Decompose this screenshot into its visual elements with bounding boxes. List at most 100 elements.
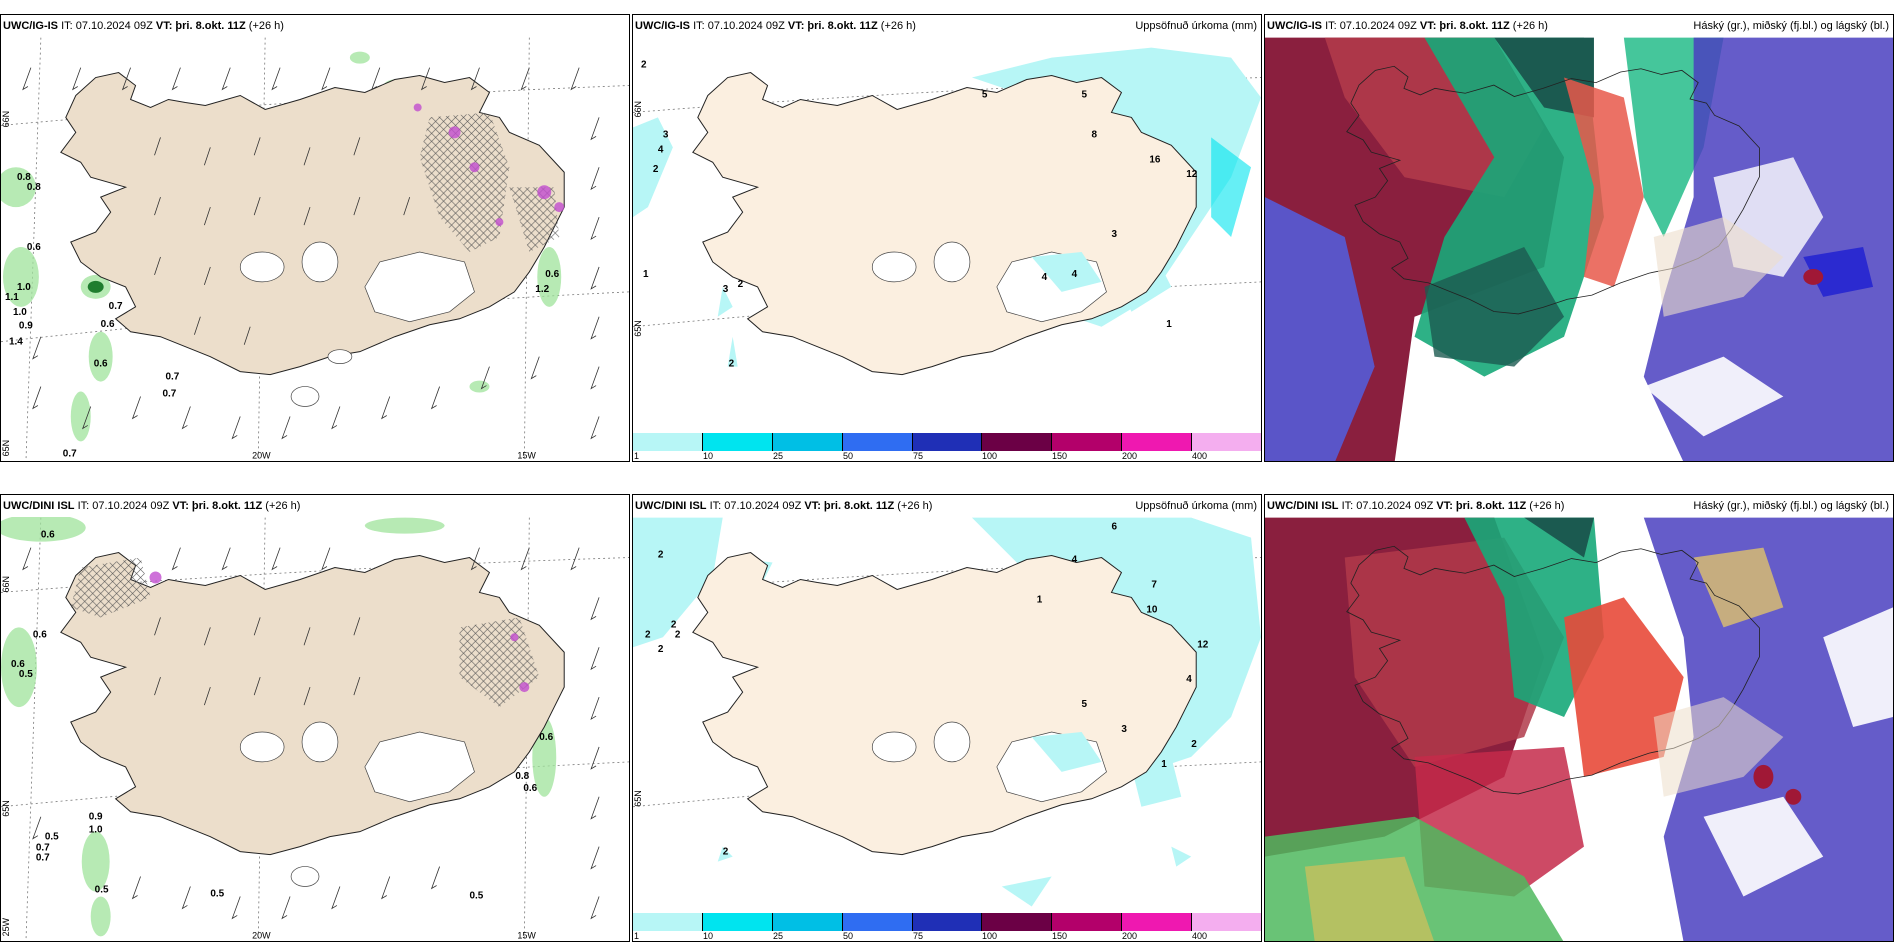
wind-value: 0.9 xyxy=(89,812,103,823)
wind-map[interactable]: 66N 65N 25W 20W 15W xyxy=(1,517,629,941)
precip-value: 2 xyxy=(641,60,647,71)
wind-value: 0.6 xyxy=(101,319,115,330)
precip-colorbar xyxy=(633,913,1261,931)
precip-value: 1 xyxy=(1161,759,1167,770)
precip-value: 12 xyxy=(1197,639,1209,650)
wind-value: 0.5 xyxy=(210,888,224,899)
panel-title: Uppsöfnuð úrkoma (mm) xyxy=(1135,20,1257,32)
colorbar-labels: 1 10 25 50 75 100 150 200 400 xyxy=(634,931,1208,941)
lat-label: 65N xyxy=(633,790,643,806)
precip-map-panel-dini: UWC/DINI ISL IT: 07.10.2024 09Z VT: þri.… xyxy=(632,494,1262,942)
precip-value: 7 xyxy=(1151,579,1157,590)
panel-header: UWC/IG-IS IT: 07.10.2024 09Z VT: þri. 8.… xyxy=(633,15,1261,37)
colorbar-swatch xyxy=(1122,433,1193,451)
wind-value: 1.1 xyxy=(5,292,19,303)
wind-value: 1.4 xyxy=(9,337,23,348)
precip-value: 2 xyxy=(653,164,659,175)
wind-map-svg: 66N 65N 25W 20W 15W xyxy=(1,517,629,941)
wind-value: 1.0 xyxy=(13,307,27,318)
precip-value: 2 xyxy=(723,847,729,858)
precip-value: 4 xyxy=(658,144,664,155)
precip-value: 2 xyxy=(1191,739,1197,750)
colorbar-swatch xyxy=(842,913,913,931)
precip-value: 3 xyxy=(663,129,669,140)
wind-value: 0.7 xyxy=(36,843,50,854)
wind-value: 0.6 xyxy=(11,659,25,670)
colorbar-swatch xyxy=(1052,913,1123,931)
cloud-map[interactable] xyxy=(1265,37,1893,461)
wind-value: 0.6 xyxy=(41,530,55,541)
wind-value: 0.6 xyxy=(545,269,559,280)
lat-label: 65N xyxy=(1,440,11,456)
precip-value: 4 xyxy=(1072,269,1078,280)
wind-value: 0.7 xyxy=(165,372,179,383)
wind-value: 0.8 xyxy=(27,182,41,193)
panel-header: UWC/IG-IS IT: 07.10.2024 09Z VT: þri. 8.… xyxy=(1265,15,1893,37)
colorbar-swatch xyxy=(1052,433,1123,451)
precip-value: 1 xyxy=(643,269,649,280)
panel-title: Háský (gr.), miðský (fj.bl.) og lágský (… xyxy=(1693,20,1889,32)
precip-value: 2 xyxy=(738,279,744,290)
colorbar-swatch xyxy=(702,433,773,451)
wind-value: 1.2 xyxy=(535,284,549,295)
colorbar-swatch xyxy=(1192,913,1261,931)
panel-header: UWC/DINI ISL IT: 07.10.2024 09Z VT: þri.… xyxy=(1265,495,1893,517)
colorbar-swatch xyxy=(702,913,773,931)
lat-label: 66N xyxy=(1,111,11,127)
wind-value: 0.6 xyxy=(27,242,41,253)
cloud-map[interactable] xyxy=(1265,517,1893,941)
colorbar-swatch xyxy=(633,913,703,931)
wind-value: 0.6 xyxy=(523,783,537,794)
precip-map[interactable]: 66N 65N 2 2 2 2 xyxy=(633,517,1261,941)
lon-label: 20W xyxy=(252,450,271,460)
precip-value: 4 xyxy=(1042,272,1048,283)
precip-value: 4 xyxy=(1072,555,1078,566)
panel-header: UWC/DINI ISL IT: 07.10.2024 09Z VT: þri.… xyxy=(1,495,629,517)
precip-value: 4 xyxy=(1186,674,1192,685)
wind-value: 0.9 xyxy=(19,321,33,332)
lat-label: 66N xyxy=(1,576,11,592)
precip-value: 2 xyxy=(645,629,651,640)
colorbar-swatch xyxy=(633,433,703,451)
colorbar-swatch xyxy=(982,433,1053,451)
precip-map-svg: 66N 65N 2 2 2 2 xyxy=(633,517,1261,907)
colorbar-swatch xyxy=(1122,913,1193,931)
precip-value: 3 xyxy=(1121,724,1127,735)
precip-value: 5 xyxy=(1082,699,1088,710)
wind-value: 0.6 xyxy=(94,359,108,370)
precip-value: 3 xyxy=(1111,229,1117,240)
precip-map[interactable]: 66N 65N 2 3 4 2 xyxy=(633,37,1261,461)
colorbar-swatch xyxy=(912,913,983,931)
precip-value: 6 xyxy=(1111,522,1117,533)
wind-map[interactable]: 66N 65N 20W 15W xyxy=(1,37,629,461)
precip-value: 2 xyxy=(675,629,681,640)
lon-label: 15W xyxy=(517,930,536,940)
wind-value: 1.0 xyxy=(17,282,31,293)
precip-value: 3 xyxy=(723,284,729,295)
lon-label: 20W xyxy=(252,930,271,940)
precip-colorbar xyxy=(633,433,1261,451)
wind-value: 0.8 xyxy=(17,172,31,183)
wind-value: 0.7 xyxy=(162,389,176,400)
wind-value: 0.6 xyxy=(539,732,553,743)
panel-title: Háský (gr.), miðský (fj.bl.) og lágský (… xyxy=(1693,500,1889,512)
colorbar-swatch xyxy=(912,433,983,451)
precip-map-svg: 66N 65N 2 3 4 2 xyxy=(633,47,1261,376)
panel-header: UWC/IG-IS IT: 07.10.2024 09Z VT: þri. 8.… xyxy=(1,15,629,37)
precip-map-panel-ig: UWC/IG-IS IT: 07.10.2024 09Z VT: þri. 8.… xyxy=(632,14,1262,462)
precip-value: 2 xyxy=(671,619,677,630)
precip-value: 1 xyxy=(1166,319,1172,330)
colorbar-labels: 1 10 25 50 75 100 150 200 400 xyxy=(634,451,1208,461)
wind-map-panel-ig: UWC/IG-IS IT: 07.10.2024 09Z VT: þri. 8.… xyxy=(0,14,630,462)
wind-value: 0.6 xyxy=(33,629,47,640)
lat-label: 65N xyxy=(633,320,643,336)
lat-label: 65N xyxy=(1,800,11,816)
wind-value: 0.5 xyxy=(470,890,484,901)
cloud-map-panel-dini: UWC/DINI ISL IT: 07.10.2024 09Z VT: þri.… xyxy=(1264,494,1894,942)
colorbar-swatch xyxy=(772,433,843,451)
colorbar-swatch xyxy=(1192,433,1261,451)
colorbar-swatch xyxy=(982,913,1053,931)
wind-value: 1.0 xyxy=(89,825,103,836)
wind-value: 0.7 xyxy=(63,448,77,459)
precip-value: 2 xyxy=(658,550,664,561)
